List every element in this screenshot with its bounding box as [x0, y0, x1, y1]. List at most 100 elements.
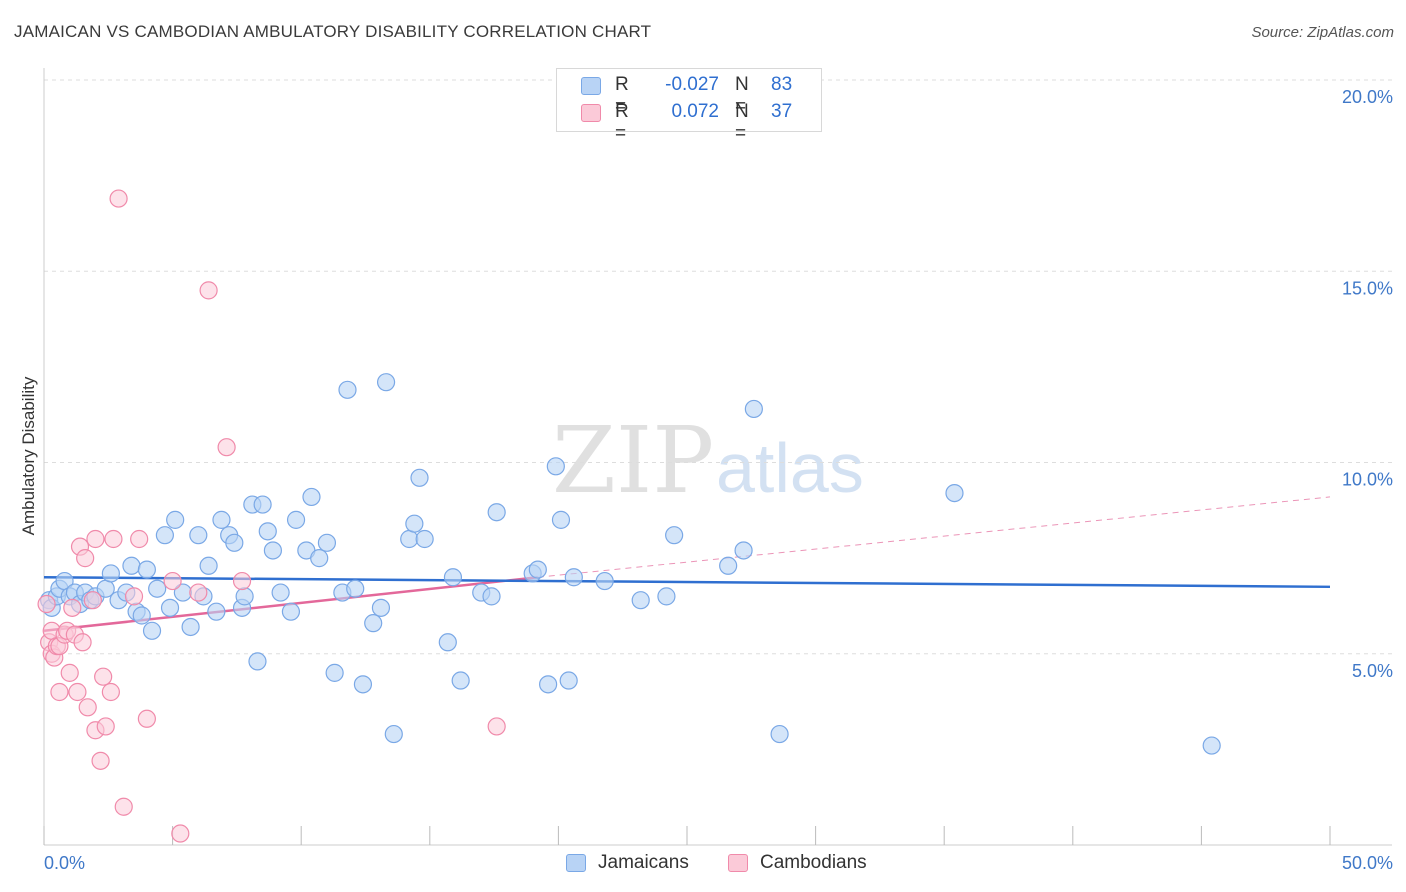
data-point-cambodian — [217, 438, 236, 457]
data-point-jamaican — [258, 522, 277, 541]
data-point-jamaican — [160, 598, 180, 617]
data-point-jamaican — [338, 380, 357, 399]
bottom-legend-label: Jamaicans — [598, 852, 689, 873]
data-point-jamaican — [155, 526, 174, 545]
data-point-cambodian — [76, 549, 95, 568]
data-point-cambodian — [63, 598, 82, 617]
y-tick-label: 5.0% — [1352, 661, 1393, 681]
legend-n-label: N = — [735, 101, 749, 144]
data-point-jamaican — [132, 606, 151, 625]
data-point-jamaican — [122, 556, 141, 575]
data-point-jamaican — [559, 671, 578, 690]
data-point-jamaican — [364, 614, 383, 633]
data-point-jamaican — [438, 633, 457, 652]
data-point-jamaican — [376, 373, 396, 392]
trend-line-cambodians-extension — [537, 496, 1331, 578]
data-point-jamaican — [346, 579, 365, 598]
data-point-jamaican — [443, 568, 463, 587]
data-point-jamaican — [415, 529, 434, 549]
data-point-cambodian — [78, 698, 97, 717]
data-point-jamaican — [770, 724, 789, 744]
bottom-legend-swatch-pink — [728, 854, 748, 872]
bottom-legend-swatch-blue — [566, 854, 586, 872]
legend-r-value: -0.027 — [665, 74, 719, 95]
data-point-jamaican — [263, 541, 283, 560]
legend-n-value: 83 — [771, 74, 793, 95]
data-point-cambodian — [73, 633, 92, 652]
data-point-jamaican — [353, 675, 373, 694]
data-point-cambodian — [37, 594, 56, 614]
chart-source: Source: ZipAtlas.com — [1251, 24, 1394, 41]
data-point-jamaican — [734, 541, 753, 560]
data-point-cambodian — [163, 571, 182, 591]
data-point-jamaican — [528, 560, 547, 579]
data-point-jamaican — [1202, 736, 1221, 755]
x-tick-label: 0.0% — [44, 853, 85, 873]
data-point-cambodian — [114, 797, 133, 816]
trend-line-jamaicans — [43, 576, 1331, 589]
legend-r-label: R = — [615, 101, 629, 144]
data-point-jamaican — [410, 468, 429, 487]
y-tick-label: 10.0% — [1342, 470, 1393, 490]
data-point-jamaican — [142, 621, 162, 640]
data-point-jamaican — [101, 564, 120, 583]
y-tick-label: 15.0% — [1342, 278, 1393, 298]
data-point-cambodian — [130, 529, 149, 549]
data-point-jamaican — [286, 510, 306, 529]
watermark-atlas: atlas — [716, 429, 864, 507]
data-point-jamaican — [384, 724, 403, 744]
data-point-cambodian — [171, 824, 190, 843]
data-point-jamaican — [235, 587, 254, 606]
data-point-jamaican — [166, 510, 185, 529]
data-point-cambodian — [137, 709, 156, 728]
data-point-cambodian — [101, 682, 120, 702]
data-point-jamaican — [539, 675, 558, 694]
y-tick-label: 20.0% — [1342, 87, 1393, 107]
data-point-jamaican — [719, 556, 738, 575]
watermark: ZIP atlas — [552, 407, 864, 514]
chart-title: JAMAICAN VS CAMBODIAN AMBULATORY DISABIL… — [14, 22, 652, 41]
data-point-jamaican — [207, 602, 226, 621]
data-point-cambodian — [60, 663, 79, 682]
data-point-jamaican — [248, 652, 267, 671]
data-point-jamaican — [400, 529, 419, 549]
bottom-legend-label: Cambodians — [760, 852, 867, 873]
data-point-jamaican — [225, 533, 244, 552]
data-point-jamaican — [551, 510, 571, 529]
data-point-cambodian — [50, 682, 69, 702]
data-point-cambodian — [68, 682, 87, 702]
data-point-jamaican — [302, 487, 321, 507]
data-point-jamaican — [325, 663, 344, 682]
data-point-cambodian — [86, 529, 105, 549]
data-point-cambodian — [124, 587, 144, 606]
data-point-jamaican — [281, 602, 301, 621]
data-point-jamaican — [451, 671, 470, 690]
data-point-jamaican — [181, 617, 200, 637]
data-point-cambodian — [104, 529, 123, 549]
data-point-cambodian — [189, 583, 208, 602]
data-point-jamaican — [310, 549, 329, 568]
legend-swatch-blue — [581, 77, 601, 95]
data-point-cambodian — [96, 717, 115, 736]
data-point-jamaican — [199, 556, 218, 575]
data-point-jamaican — [546, 457, 565, 476]
data-point-cambodian — [232, 571, 252, 591]
data-point-jamaican — [371, 598, 391, 617]
data-point-jamaican — [405, 514, 424, 533]
data-point-jamaican — [665, 526, 684, 545]
data-point-jamaican — [564, 568, 583, 587]
data-point-jamaican — [487, 503, 506, 522]
x-tick-label: 50.0% — [1342, 853, 1393, 873]
data-point-jamaican — [482, 587, 501, 606]
data-point-jamaican — [631, 591, 650, 610]
legend-swatch-pink — [581, 104, 601, 122]
data-point-jamaican — [744, 399, 763, 419]
data-point-jamaican — [657, 587, 676, 606]
data-point-cambodian — [199, 281, 218, 300]
data-point-jamaican — [137, 560, 156, 579]
data-point-jamaican — [253, 495, 272, 514]
legend-box: R = -0.027 N = 83 R = 0.072 N = 37 — [556, 68, 822, 144]
data-point-cambodian — [487, 717, 506, 736]
data-point-jamaican — [271, 583, 290, 602]
